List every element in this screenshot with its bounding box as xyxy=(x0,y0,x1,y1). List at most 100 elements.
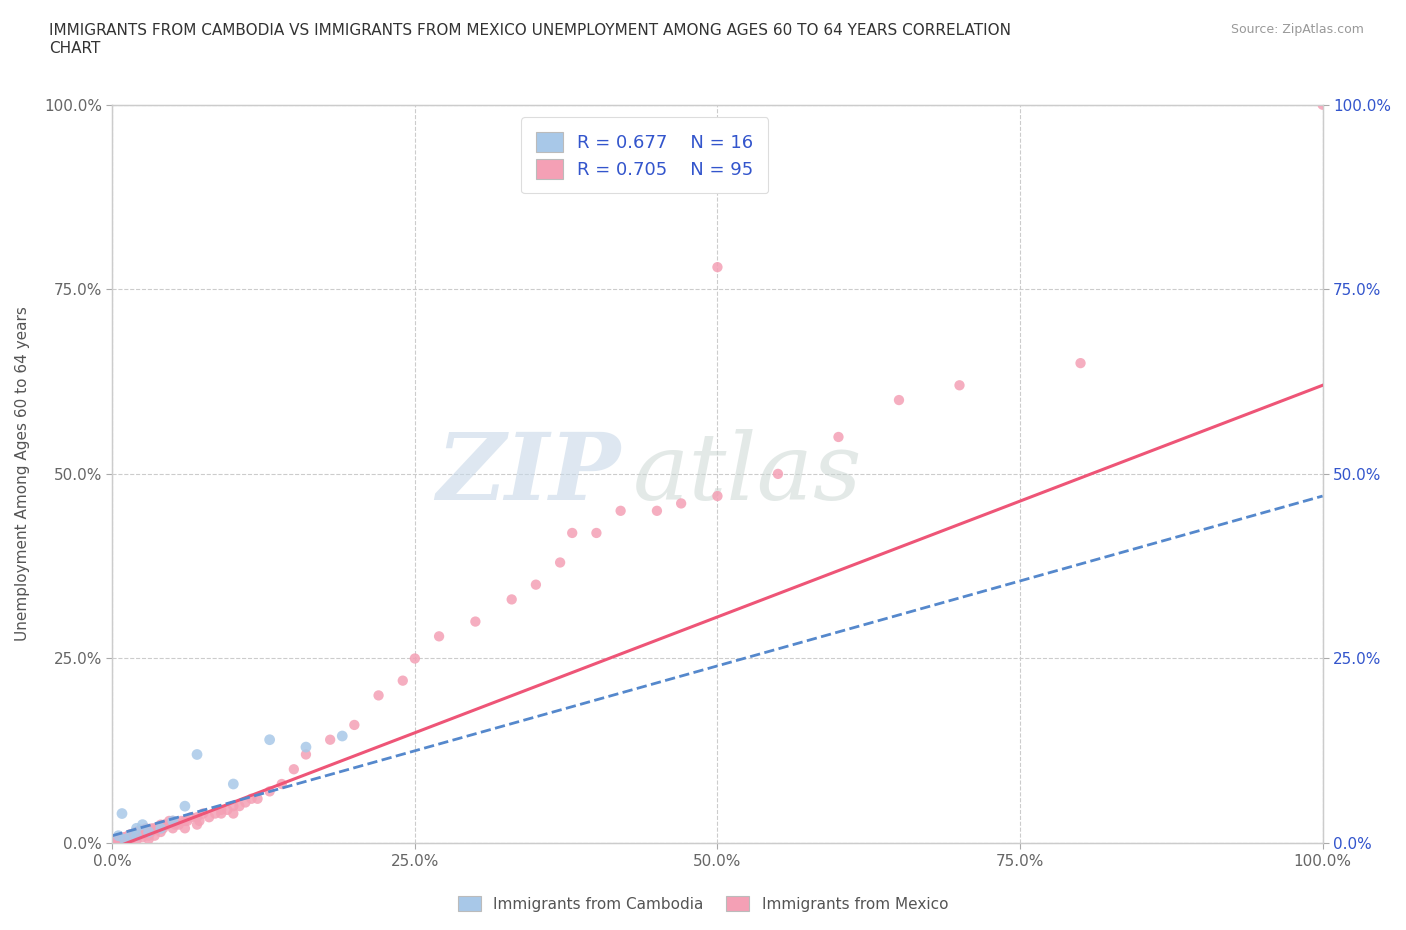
Point xyxy=(107,836,129,851)
Point xyxy=(548,555,571,570)
Point xyxy=(125,825,148,840)
Point xyxy=(143,821,166,836)
Point xyxy=(706,488,728,503)
Text: IMMIGRANTS FROM CAMBODIA VS IMMIGRANTS FROM MEXICO UNEMPLOYMENT AMONG AGES 60 TO: IMMIGRANTS FROM CAMBODIA VS IMMIGRANTS F… xyxy=(49,23,1011,56)
Point xyxy=(124,825,146,840)
Point xyxy=(122,827,145,842)
Point xyxy=(120,827,142,842)
Point xyxy=(107,829,129,844)
Point xyxy=(204,806,226,821)
Point xyxy=(120,832,142,847)
Point xyxy=(131,827,153,842)
Point xyxy=(131,830,153,844)
Point xyxy=(501,592,523,607)
Point xyxy=(174,821,197,836)
Point xyxy=(464,614,486,629)
Point xyxy=(122,829,145,844)
Point xyxy=(170,814,193,829)
Point xyxy=(125,829,148,844)
Point xyxy=(209,806,232,821)
Point xyxy=(162,821,184,836)
Point xyxy=(115,832,138,847)
Point xyxy=(131,822,153,837)
Point xyxy=(561,525,583,540)
Legend: R = 0.677    N = 16, R = 0.705    N = 95: R = 0.677 N = 16, R = 0.705 N = 95 xyxy=(522,117,768,193)
Point xyxy=(143,829,166,844)
Point xyxy=(222,806,245,821)
Point xyxy=(153,817,176,832)
Point xyxy=(222,799,245,814)
Point xyxy=(149,817,172,832)
Point xyxy=(138,825,160,840)
Point xyxy=(609,503,631,518)
Point xyxy=(157,814,180,829)
Point xyxy=(391,673,413,688)
Point xyxy=(188,814,211,829)
Text: ZIP: ZIP xyxy=(436,429,620,519)
Point xyxy=(125,829,148,844)
Point xyxy=(235,795,257,810)
Point xyxy=(110,832,132,847)
Point xyxy=(174,814,197,829)
Point xyxy=(148,819,170,834)
Point xyxy=(295,747,318,762)
Point xyxy=(120,829,142,844)
Point xyxy=(146,822,169,837)
Point xyxy=(165,817,187,832)
Point xyxy=(1312,98,1334,113)
Point xyxy=(120,830,142,844)
Point xyxy=(162,814,184,829)
Point xyxy=(246,791,269,806)
Point xyxy=(149,821,172,836)
Point xyxy=(1070,355,1092,370)
Point xyxy=(117,829,139,844)
Point xyxy=(112,830,135,844)
Point xyxy=(343,718,366,733)
Point xyxy=(138,822,160,837)
Point xyxy=(270,777,292,791)
Point xyxy=(217,803,239,817)
Point xyxy=(191,806,214,821)
Point xyxy=(121,830,143,845)
Point xyxy=(228,799,250,814)
Point xyxy=(111,806,134,821)
Point xyxy=(259,784,281,799)
Point xyxy=(167,817,190,832)
Point xyxy=(222,777,245,791)
Point xyxy=(138,829,160,844)
Point xyxy=(766,467,789,482)
Point xyxy=(129,822,152,837)
Point xyxy=(240,791,263,806)
Point xyxy=(669,496,692,511)
Point xyxy=(112,834,135,849)
Point xyxy=(149,825,172,840)
Point xyxy=(139,825,162,840)
Point xyxy=(156,817,179,832)
Point xyxy=(186,747,208,762)
Point xyxy=(128,825,150,840)
Point xyxy=(134,825,156,840)
Point xyxy=(404,651,426,666)
Point xyxy=(295,739,318,754)
Point xyxy=(101,832,124,847)
Y-axis label: Unemployment Among Ages 60 to 64 years: Unemployment Among Ages 60 to 64 years xyxy=(15,307,30,642)
Point xyxy=(524,578,547,592)
Point xyxy=(125,821,148,836)
Point xyxy=(162,814,184,829)
Text: Source: ZipAtlas.com: Source: ZipAtlas.com xyxy=(1230,23,1364,36)
Point xyxy=(152,821,174,836)
Point xyxy=(198,810,221,825)
Point xyxy=(112,832,135,847)
Point xyxy=(645,503,668,518)
Point xyxy=(176,814,198,829)
Point xyxy=(319,732,342,747)
Point xyxy=(141,821,163,836)
Point xyxy=(174,799,197,814)
Legend: Immigrants from Cambodia, Immigrants from Mexico: Immigrants from Cambodia, Immigrants fro… xyxy=(451,889,955,918)
Point xyxy=(131,817,153,832)
Point xyxy=(367,688,389,703)
Point xyxy=(887,392,910,407)
Point xyxy=(120,829,142,844)
Point xyxy=(107,833,129,848)
Point xyxy=(209,803,232,817)
